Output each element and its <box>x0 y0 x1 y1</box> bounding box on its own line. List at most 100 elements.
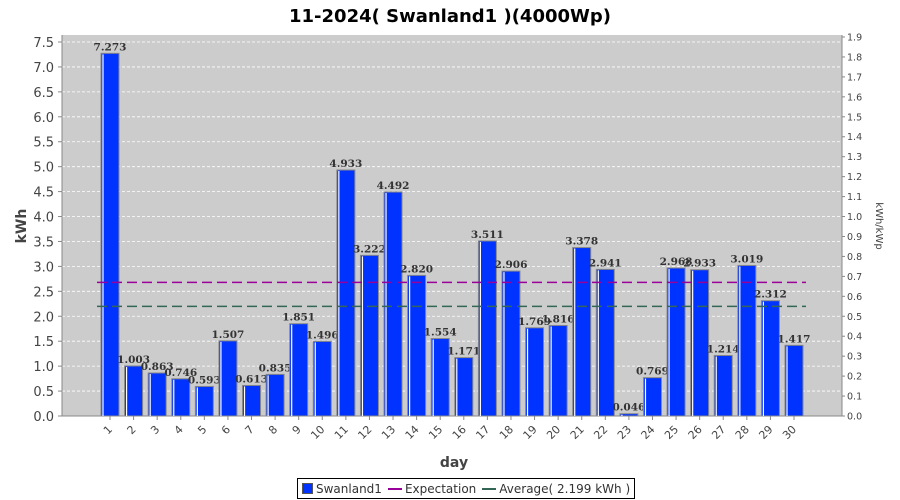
x-tick-label: 18 <box>497 423 516 442</box>
bar <box>784 344 804 417</box>
x-tick-label: 21 <box>568 423 587 442</box>
y-tick-label: 3.0 <box>33 260 54 275</box>
x-tick-label: 12 <box>355 423 374 442</box>
x-tick-label: 23 <box>615 423 634 442</box>
bar-swatch-icon <box>302 483 313 494</box>
bar <box>194 385 214 417</box>
y-right-tick-label: 1.5 <box>847 112 862 123</box>
y-right-tick-label: 1.2 <box>847 172 862 183</box>
data-label: 1.816 <box>542 313 575 325</box>
bar <box>642 377 662 417</box>
y-right-tick-label: 1.8 <box>847 52 862 63</box>
legend-swanland1: Swanland1 <box>302 482 382 496</box>
bar <box>760 300 780 417</box>
x-tick-label: 24 <box>639 423 658 442</box>
y-right-tick-label: 0.2 <box>847 372 862 383</box>
x-tick-label: 16 <box>450 423 469 442</box>
y-right-tick-label: 0.4 <box>847 332 862 343</box>
y-right-tick-label: 0.5 <box>847 312 862 323</box>
bar <box>124 365 144 417</box>
x-tick-label: 26 <box>686 423 705 442</box>
data-label: 0.746 <box>164 367 197 379</box>
bar <box>147 372 167 417</box>
x-tick-label: 22 <box>591 423 610 442</box>
y-tick-label: 2.0 <box>33 310 54 325</box>
y-tick-label: 1.5 <box>33 335 54 350</box>
y-tick-label: 4.0 <box>33 211 54 226</box>
y-right-tick-label: 1.6 <box>847 92 862 103</box>
x-tick-label: 29 <box>756 423 775 442</box>
y-tick-label: 6.5 <box>33 86 54 101</box>
y-tick-label: 1.0 <box>33 360 54 375</box>
data-label: 3.222 <box>353 243 386 255</box>
bar <box>407 274 427 417</box>
data-label: 1.769 <box>518 316 551 328</box>
legend-average: Average( 2.199 kWh ) <box>482 482 630 496</box>
line-swatch-icon <box>482 487 497 490</box>
bar <box>383 191 403 417</box>
bar <box>548 324 568 417</box>
data-label: 3.019 <box>730 253 763 265</box>
data-label: 1.171 <box>447 346 480 358</box>
x-tick-label: 14 <box>403 423 422 442</box>
bar <box>242 384 262 417</box>
data-label: 1.507 <box>211 329 244 341</box>
x-axis-label: day <box>440 455 468 471</box>
x-tick-label: 3 <box>148 423 162 437</box>
y-right-tick-label: 1.9 <box>847 33 862 44</box>
y-right-tick-label: 0.0 <box>847 412 862 423</box>
bar <box>525 327 545 417</box>
y-right-tick-label: 1.0 <box>847 212 862 223</box>
x-tick-label: 15 <box>426 423 445 442</box>
x-tick-label: 19 <box>521 423 540 442</box>
y-right-tick-label: 1.3 <box>847 152 862 163</box>
x-tick-label: 17 <box>473 423 492 442</box>
data-label: 2.941 <box>589 257 622 269</box>
x-tick-label: 11 <box>332 423 351 442</box>
bar <box>501 270 521 417</box>
data-label: 0.835 <box>259 362 292 374</box>
data-label: 1.003 <box>117 354 150 366</box>
data-label: 2.906 <box>495 259 528 271</box>
y-tick-label: 4.5 <box>33 186 54 201</box>
legend-expectation: Expectation <box>387 482 476 496</box>
x-tick-label: 8 <box>266 423 280 437</box>
bar <box>619 413 639 417</box>
bar <box>666 267 686 417</box>
x-tick-label: 4 <box>172 423 186 437</box>
chart-title: 11-2024( Swanland1 )(4000Wp) <box>289 6 611 27</box>
y-right-tick-label: 0.9 <box>847 232 862 243</box>
legend: Swanland1 Expectation Average( 2.199 kWh… <box>297 478 636 499</box>
bar <box>572 247 592 417</box>
y-axis-label: kWh <box>14 209 30 244</box>
data-label: 4.492 <box>377 180 410 192</box>
x-tick-label: 2 <box>125 423 139 437</box>
bar <box>359 254 379 417</box>
x-tick-label: 6 <box>219 423 233 437</box>
data-label: 0.863 <box>141 361 174 373</box>
bar <box>312 340 332 417</box>
y-tick-label: 5.5 <box>33 136 54 151</box>
x-tick-label: 30 <box>780 423 799 442</box>
data-label: 2.968 <box>660 256 693 268</box>
y-tick-label: 5.0 <box>33 161 54 176</box>
y-tick-label: 7.5 <box>33 36 54 51</box>
y-tick-label: 7.0 <box>33 61 54 76</box>
data-label: 2.933 <box>683 258 716 270</box>
bar <box>265 373 285 417</box>
y-right-tick-label: 0.7 <box>847 272 862 283</box>
line-swatch-icon <box>387 487 402 490</box>
plot-area <box>62 35 842 416</box>
data-label: 7.273 <box>94 41 127 53</box>
x-tick-label: 28 <box>733 423 752 442</box>
data-label: 0.046 <box>612 402 645 414</box>
data-label: 2.820 <box>400 263 433 275</box>
y-tick-label: 6.0 <box>33 111 54 126</box>
y-right-axis-label: kWh/kWp <box>873 202 884 249</box>
data-label: 1.417 <box>778 333 811 345</box>
y-right-tick-label: 0.6 <box>847 292 862 303</box>
data-label: 1.554 <box>424 327 457 339</box>
data-label: 3.511 <box>471 229 504 241</box>
bar <box>454 357 474 417</box>
